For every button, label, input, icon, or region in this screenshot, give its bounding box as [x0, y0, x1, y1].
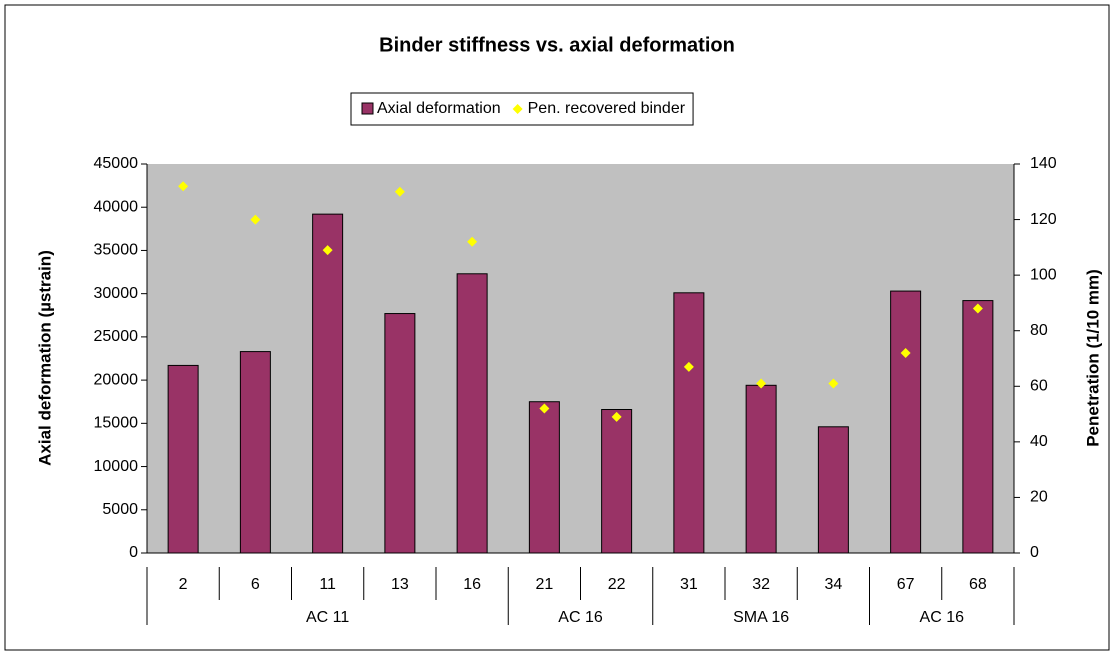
y-axis-title: Axial deformation (µstrain) — [35, 250, 54, 466]
bar — [312, 213, 344, 554]
legend-swatch — [512, 104, 523, 114]
point — [611, 411, 622, 422]
bar — [239, 351, 271, 554]
y2-tick-label: 40 — [1030, 433, 1048, 450]
y-tick-label: 30000 — [94, 285, 139, 302]
x-tick-label: 22 — [608, 576, 626, 593]
point — [178, 181, 189, 192]
x-tick-label: 21 — [535, 576, 553, 593]
y2-tick-label: 0 — [1030, 544, 1039, 561]
y2-tick-label: 20 — [1030, 489, 1048, 506]
group-label: AC 11 — [306, 609, 349, 626]
legend-label: Axial deformation — [377, 100, 501, 117]
bar — [456, 273, 488, 554]
y-tick-label: 10000 — [94, 458, 139, 475]
x-tick-label: 68 — [969, 576, 987, 593]
legend-swatch — [361, 102, 374, 115]
x-tick-label: 34 — [824, 576, 842, 593]
point — [539, 403, 550, 414]
y2-tick-label: 60 — [1030, 378, 1048, 395]
chart-title: Binder stiffness vs. axial deformation — [379, 34, 735, 56]
point — [250, 214, 261, 225]
x-tick-label: 32 — [752, 576, 770, 593]
point — [828, 378, 839, 389]
bar — [167, 364, 199, 554]
legend-label: Pen. recovered binder — [528, 100, 686, 117]
group-label: SMA 16 — [733, 609, 789, 626]
y-tick-label: 5000 — [102, 501, 138, 518]
x-tick-label: 6 — [251, 576, 260, 593]
y2-tick-label: 140 — [1030, 155, 1057, 172]
point — [900, 347, 911, 358]
bar — [384, 313, 416, 554]
bar — [601, 409, 633, 554]
y2-axis-title: Penetration (1/10 mm) — [1083, 269, 1102, 447]
x-tick-label: 2 — [179, 576, 188, 593]
y2-tick-label: 120 — [1030, 211, 1057, 228]
point — [394, 186, 405, 197]
x-tick-label: 11 — [319, 576, 336, 593]
y2-tick-label: 100 — [1030, 266, 1057, 283]
y-tick-label: 40000 — [94, 198, 139, 215]
bar — [745, 384, 777, 554]
point — [756, 378, 767, 389]
x-tick-label: 13 — [391, 576, 409, 593]
bar — [528, 401, 560, 554]
bar — [890, 290, 922, 554]
y-tick-label: 15000 — [94, 415, 139, 432]
y-tick-label: 45000 — [94, 155, 139, 172]
point — [683, 361, 694, 372]
x-tick-label: 16 — [463, 576, 481, 593]
x-tick-label: 31 — [680, 576, 698, 593]
y2-tick-label: 80 — [1030, 322, 1048, 339]
point — [322, 245, 333, 256]
y-tick-label: 35000 — [94, 242, 139, 259]
bar — [962, 300, 994, 554]
group-label: AC 16 — [558, 609, 603, 626]
group-label: AC 16 — [920, 609, 965, 626]
bar — [673, 292, 705, 554]
y-tick-label: 25000 — [94, 328, 139, 345]
x-tick-label: 67 — [897, 576, 915, 593]
bar — [817, 426, 849, 554]
y-tick-label: 20000 — [94, 371, 139, 388]
y-tick-label: 0 — [129, 544, 138, 561]
plot-area — [147, 164, 1014, 553]
point — [972, 303, 983, 314]
point — [467, 236, 478, 247]
